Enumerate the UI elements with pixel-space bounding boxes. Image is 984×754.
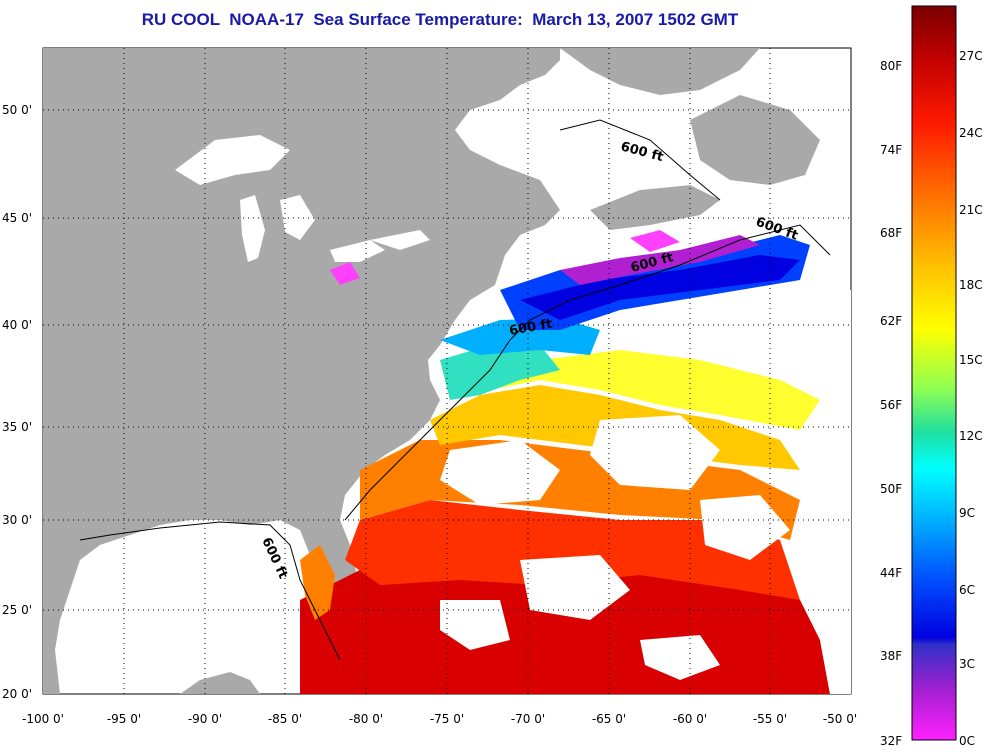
map-title: RU COOL NOAA-17 Sea Surface Temperature:… [141, 10, 739, 29]
sst-data-layer [300, 230, 851, 694]
colorbar-c-label: 21C [959, 203, 983, 217]
colorbar: 80F 74F 68F 62F 56F 50F 44F 38F 32F 27C … [880, 5, 983, 748]
lon-tick: -90 0' [188, 712, 222, 726]
colorbar-f-label: 38F [880, 649, 902, 663]
yucatan-land [180, 672, 260, 694]
colorbar-f-label: 44F [880, 566, 902, 580]
colorbar-c-label: 18C [959, 278, 983, 292]
colorbar-c-label: 0C [959, 734, 975, 748]
latitude-axis: 50 0' 45 0' 40 0' 35 0' 30 0' 25 0' 20 0… [2, 103, 32, 701]
colorbar-c-label: 6C [959, 583, 975, 597]
lon-tick: -85 0' [268, 712, 302, 726]
colorbar-f-label: 62F [880, 314, 902, 328]
lat-tick: 50 0' [2, 103, 32, 117]
north-america-land [43, 48, 560, 694]
colorbar-f-label: 80F [880, 59, 902, 73]
colorbar-c-label: 12C [959, 429, 983, 443]
colorbar-c-label: 15C [959, 353, 983, 367]
colorbar-c-label: 24C [959, 126, 983, 140]
lon-tick: -100 0' [22, 712, 64, 726]
lon-tick: -75 0' [430, 712, 464, 726]
lon-tick: -80 0' [349, 712, 383, 726]
colorbar-gradient [911, 5, 957, 741]
bathymetry-contour [79, 119, 831, 661]
lat-tick: 20 0' [2, 687, 32, 701]
lon-tick: -70 0' [511, 712, 545, 726]
labrador-land [560, 48, 760, 95]
lat-tick: 25 0' [2, 603, 32, 617]
colorbar-f-label: 74F [880, 143, 902, 157]
contour-label-4: 600 ft [508, 317, 553, 339]
colorbar-f-label: 56F [880, 398, 902, 412]
newfoundland-land [690, 95, 820, 185]
lat-tick: 45 0' [2, 211, 32, 225]
lon-tick: -50 0' [823, 712, 857, 726]
colorbar-c-label: 3C [959, 657, 975, 671]
great-lakes [175, 135, 430, 262]
colorbar-c-label: 27C [959, 49, 983, 63]
colorbar-f-label: 32F [880, 734, 902, 748]
longitude-axis: -100 0' -95 0' -90 0' -85 0' -80 0' -75 … [22, 712, 857, 726]
lat-tick: 35 0' [2, 420, 32, 434]
colorbar-f-label: 68F [880, 226, 902, 240]
nova-scotia-land [590, 185, 720, 230]
colorbar-f-label: 50F [880, 482, 902, 496]
lon-tick: -95 0' [107, 712, 141, 726]
lat-tick: 40 0' [2, 318, 32, 332]
lon-tick: -55 0' [753, 712, 787, 726]
lon-tick: -60 0' [673, 712, 707, 726]
colorbar-c-label: 9C [959, 506, 975, 520]
lon-tick: -65 0' [592, 712, 626, 726]
lat-tick: 30 0' [2, 513, 32, 527]
